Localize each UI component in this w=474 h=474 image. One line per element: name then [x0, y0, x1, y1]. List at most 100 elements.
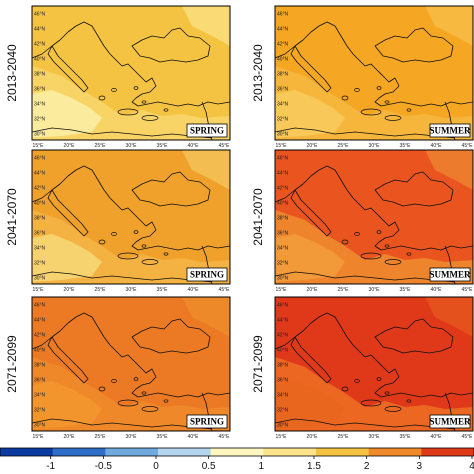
- low-anomaly-patch: [32, 234, 102, 282]
- island-outline: [141, 391, 147, 395]
- lon-tick-label: 35°E: [157, 434, 169, 440]
- island-outline: [354, 232, 360, 236]
- island-outline: [384, 115, 402, 121]
- map-panel: 46°N 44°N 42°N 40°N 38°N 36°N 34°N 32°N 30°N 15°E…: [274, 296, 474, 440]
- colorbar-tick-label: 1: [259, 461, 265, 472]
- lat-tick-label: 36°N: [34, 87, 46, 93]
- season-label: SUMMER: [430, 270, 471, 280]
- lat-tick-label: 44°N: [34, 318, 46, 324]
- colorbar-segment: [52, 448, 106, 456]
- colorbar-tick-label: 0: [153, 461, 159, 472]
- map-panel: 46°N 44°N 42°N 40°N 38°N 36°N 34°N 32°N 30°N 15°E…: [31, 296, 231, 440]
- island-outline: [406, 108, 412, 112]
- lat-tick-label: 42°N: [34, 333, 46, 339]
- lat-tick-label: 30°N: [34, 276, 46, 282]
- lon-tick-label: 25°E: [95, 143, 107, 149]
- lat-tick-label: 46°N: [277, 156, 289, 162]
- island-outline: [98, 95, 106, 101]
- lat-tick-label: 30°N: [277, 132, 289, 138]
- lon-tick-label: 15°E: [33, 434, 45, 440]
- lon-tick-label: 15°E: [276, 287, 288, 293]
- island-outline: [384, 391, 390, 395]
- lat-tick-label: 46°N: [277, 12, 289, 18]
- lat-tick-label: 36°N: [277, 378, 289, 384]
- black-sea-coastline: [131, 318, 211, 354]
- lon-tick-label: 35°E: [400, 143, 412, 149]
- lon-tick-label: 35°E: [400, 434, 412, 440]
- lon-tick-label: 15°E: [276, 143, 288, 149]
- lat-tick-label: 32°N: [277, 117, 289, 123]
- island-outline: [384, 244, 390, 248]
- lon-tick-label: 45°E: [462, 434, 474, 440]
- lat-tick-label: 46°N: [34, 12, 46, 18]
- island-outline: [360, 399, 382, 407]
- lat-tick-label: 42°N: [277, 186, 289, 192]
- colorbar-tick-label: -0.5: [95, 461, 113, 472]
- lon-tick-label: 40°E: [431, 143, 443, 149]
- north-anomaly-patch: [425, 297, 473, 337]
- north-anomaly-patch: [182, 150, 230, 190]
- italy-coastline: [290, 336, 332, 384]
- colorbar-tick-label: 2: [364, 461, 370, 472]
- map-panel: 46°N 44°N 42°N 40°N 38°N 36°N 34°N 32°N 30°N 15°E…: [31, 149, 231, 293]
- lon-tick-label: 45°E: [219, 143, 231, 149]
- island-outline: [360, 252, 382, 260]
- low-anomaly-patch: [275, 381, 345, 429]
- lat-tick-label: 44°N: [277, 171, 289, 177]
- lat-tick-label: 44°N: [34, 27, 46, 33]
- coastline: [31, 165, 231, 251]
- lon-tick-label: 15°E: [33, 287, 45, 293]
- lat-tick-label: 32°N: [34, 261, 46, 267]
- colorbar-segment: [158, 448, 212, 456]
- north-anomaly-patch: [182, 297, 230, 337]
- africa-coastline: [31, 127, 213, 139]
- lat-tick-label: 30°N: [277, 276, 289, 282]
- lon-tick-label: 40°E: [188, 287, 200, 293]
- lon-tick-label: 35°E: [157, 143, 169, 149]
- lat-tick-label: 34°N: [34, 393, 46, 399]
- lon-tick-label: 25°E: [95, 434, 107, 440]
- low-anomaly-patch: [275, 90, 345, 138]
- island-outline: [163, 399, 169, 403]
- low-anomaly-patch: [32, 90, 102, 138]
- lon-tick-label: 20°E: [307, 287, 319, 293]
- lat-tick-label: 40°N: [34, 348, 46, 354]
- lat-tick-label: 42°N: [34, 186, 46, 192]
- coastline: [274, 165, 474, 251]
- lat-tick-label: 46°N: [34, 303, 46, 309]
- colorbar-tick-label: 3: [417, 461, 423, 472]
- lat-tick-label: 32°N: [277, 408, 289, 414]
- lon-tick-label: 30°E: [126, 287, 138, 293]
- season-label: SUMMER: [430, 126, 471, 136]
- map-panel: 46°N 44°N 42°N 40°N 38°N 36°N 34°N 32°N 30°N 15°E…: [274, 149, 474, 293]
- period-label: 2013-2040: [251, 44, 265, 102]
- lat-tick-label: 44°N: [277, 318, 289, 324]
- lon-tick-label: 15°E: [33, 143, 45, 149]
- island-outline: [354, 88, 360, 92]
- lon-tick-label: 20°E: [64, 143, 76, 149]
- black-sea-coastline: [131, 27, 211, 63]
- colorbar-segment: [105, 448, 159, 456]
- island-outline: [376, 377, 382, 381]
- map-frame: [274, 149, 474, 285]
- lat-tick-label: 36°N: [277, 87, 289, 93]
- coastline: [31, 21, 231, 107]
- lat-tick-label: 42°N: [277, 333, 289, 339]
- lat-tick-label: 34°N: [34, 246, 46, 252]
- lat-tick-label: 32°N: [277, 261, 289, 267]
- lon-tick-label: 45°E: [462, 143, 474, 149]
- map-frame: [31, 5, 231, 141]
- lat-tick-label: 38°N: [34, 216, 46, 222]
- colorbar-tick-label: 4: [469, 461, 474, 472]
- lon-tick-label: 45°E: [219, 287, 231, 293]
- lon-tick-label: 15°E: [276, 434, 288, 440]
- lon-tick-label: 30°E: [126, 143, 138, 149]
- island-outline: [98, 239, 106, 245]
- island-outline: [111, 88, 117, 92]
- colorbar-segment: [421, 448, 474, 456]
- colorbar-segment: [210, 448, 264, 456]
- map-frame: [274, 296, 474, 432]
- black-sea-coastline: [374, 318, 454, 354]
- island-outline: [133, 86, 139, 90]
